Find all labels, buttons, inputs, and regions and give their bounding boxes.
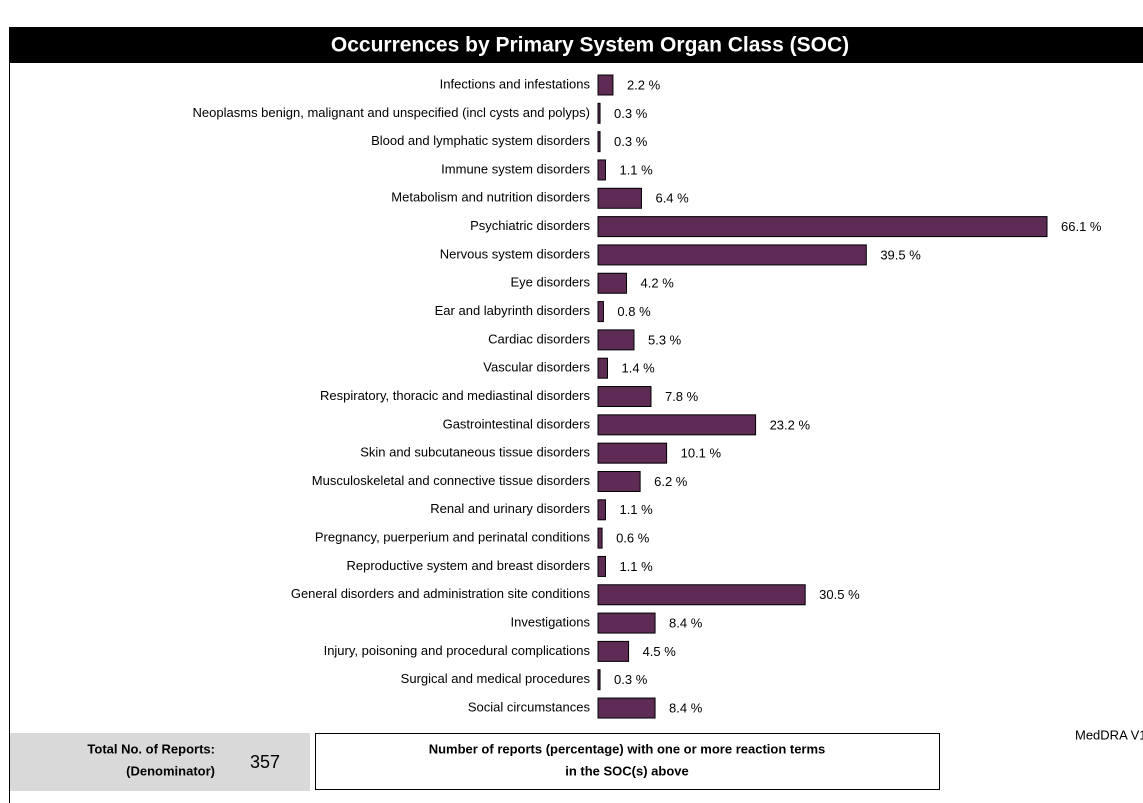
y-tick-label: Gastrointestinal disorders — [443, 416, 591, 431]
bar — [597, 386, 652, 408]
data-label: 4.2 % — [641, 276, 675, 291]
y-tick-label: Reproductive system and breast disorders — [346, 558, 590, 573]
y-tick-label: General disorders and administration sit… — [291, 586, 591, 601]
bar — [597, 584, 806, 606]
bar — [597, 527, 603, 549]
bar — [597, 357, 609, 379]
bar — [597, 499, 606, 521]
bar — [597, 414, 757, 436]
chart-title: Occurrences by Primary System Organ Clas… — [331, 34, 849, 57]
bar — [597, 612, 656, 634]
y-tick-label: Surgical and medical procedures — [401, 671, 591, 686]
data-label: 5.3 % — [648, 332, 682, 347]
version: MedDRA V14.0 — [1075, 727, 1143, 742]
y-tick-label: Vascular disorders — [483, 360, 590, 375]
data-label: 1.4 % — [622, 361, 656, 376]
bar — [597, 159, 606, 181]
total-label: Total No. of Reports: — [87, 741, 215, 756]
bar — [597, 442, 668, 464]
y-tick-label: Infections and infestations — [440, 76, 591, 91]
data-label: 39.5 % — [880, 247, 921, 262]
bar — [597, 102, 601, 124]
data-label: 0.3 % — [614, 134, 648, 149]
data-label: 0.6 % — [616, 531, 650, 546]
y-tick-label: Metabolism and nutrition disorders — [391, 190, 590, 205]
y-tick-label: Neoplasms benign, malignant and unspecif… — [193, 105, 590, 120]
bar — [597, 640, 630, 662]
bar — [597, 74, 614, 96]
y-tick-label: Blood and lymphatic system disorders — [371, 133, 590, 148]
total-box — [10, 733, 310, 791]
bar — [597, 697, 656, 719]
y-tick-label: Eye disorders — [511, 275, 591, 290]
data-label: 1.1 % — [619, 559, 653, 574]
bar — [597, 216, 1048, 238]
data-label: 2.2 % — [627, 77, 661, 92]
bar — [597, 329, 635, 351]
y-tick-label: Respiratory, thoracic and mediastinal di… — [320, 388, 590, 403]
bar — [597, 669, 601, 691]
data-label: 30.5 % — [819, 587, 860, 602]
y-tick-label: Pregnancy, puerperium and perinatal cond… — [315, 530, 591, 545]
data-label: 0.8 % — [617, 304, 651, 319]
data-label: 66.1 % — [1061, 219, 1102, 234]
data-label: 1.1 % — [619, 502, 653, 517]
note-box — [315, 733, 940, 790]
data-label: 23.2 % — [770, 417, 811, 432]
data-label: 10.1 % — [681, 446, 722, 461]
bar — [597, 131, 601, 153]
y-tick-label: Investigations — [511, 615, 591, 630]
bar — [597, 244, 867, 266]
y-tick-label: Immune system disorders — [441, 161, 590, 176]
bar — [597, 555, 606, 577]
data-label: 0.3 % — [614, 106, 648, 121]
y-tick-label: Injury, poisoning and procedural complic… — [324, 643, 591, 658]
data-label: 1.1 % — [619, 162, 653, 177]
data-label: 6.4 % — [655, 191, 689, 206]
total-label: (Denominator) — [126, 763, 215, 778]
y-tick-label: Cardiac disorders — [488, 331, 590, 346]
y-tick-label: Psychiatric disorders — [470, 218, 590, 233]
data-label: 7.8 % — [665, 389, 699, 404]
y-tick-label: Musculoskeletal and connective tissue di… — [312, 473, 591, 488]
bar — [597, 187, 642, 209]
data-label: 0.3 % — [614, 672, 648, 687]
y-tick-label: Renal and urinary disorders — [430, 501, 590, 516]
data-label: 8.4 % — [669, 700, 703, 715]
note: Number of reports (percentage) with one … — [429, 741, 826, 756]
total-value: 357 — [250, 752, 280, 772]
data-label: 4.5 % — [643, 644, 677, 659]
y-tick-label: Nervous system disorders — [440, 246, 591, 261]
bar — [597, 301, 604, 323]
y-tick-label: Skin and subcutaneous tissue disorders — [360, 445, 590, 460]
note: in the SOC(s) above — [565, 763, 689, 778]
y-tick-label: Ear and labyrinth disorders — [435, 303, 591, 318]
data-label: 6.2 % — [654, 474, 688, 489]
bar — [597, 470, 641, 492]
data-label: 8.4 % — [669, 616, 703, 631]
title-bar — [10, 27, 1143, 63]
y-tick-label: Social circumstances — [468, 699, 591, 714]
bar — [597, 272, 628, 294]
